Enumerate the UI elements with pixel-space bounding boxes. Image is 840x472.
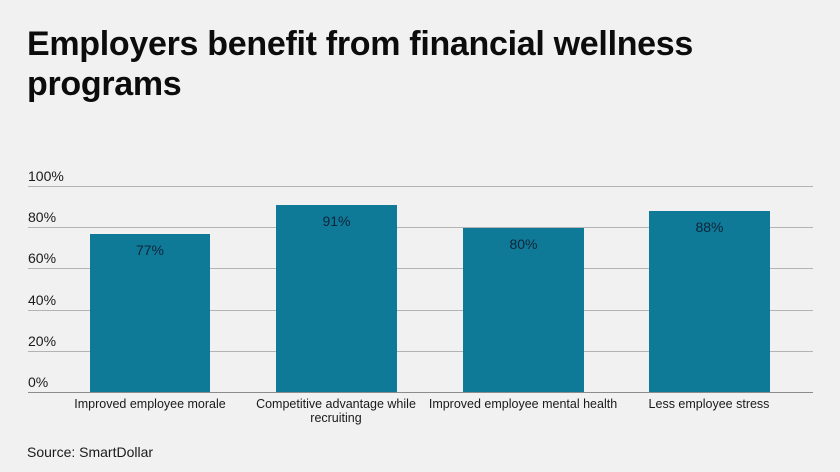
bar-value-label: 80% <box>509 236 538 252</box>
chart-title: Employers benefit from financial wellnes… <box>27 25 694 103</box>
bar-value-label: 77% <box>135 242 165 258</box>
bar-competitive-advantage: 91% <box>276 205 397 392</box>
bar-improved-mental-health: 80% <box>463 228 584 392</box>
gridline-60 <box>28 268 813 269</box>
source-note: Source: SmartDollar <box>27 444 154 460</box>
y-tick-80: 80% <box>28 209 57 225</box>
x-label-competitive-advantage: Competitive advantage while recruiting <box>256 397 416 425</box>
y-tick-60: 60% <box>28 250 57 266</box>
y-tick-0: 0% <box>28 374 49 390</box>
x-label-improved-mental-health: Improved employee mental health <box>428 397 618 411</box>
gridline-20 <box>28 351 813 352</box>
y-tick-20: 20% <box>28 333 57 349</box>
gridline-80 <box>28 227 813 228</box>
bar-value-label: 88% <box>695 219 724 235</box>
x-axis-baseline <box>28 392 813 393</box>
bar-improved-employee-morale: 77% <box>90 234 210 392</box>
x-label-less-employee-stress: Less employee stress <box>648 397 770 411</box>
gridline-40 <box>28 310 813 311</box>
bar-less-employee-stress: 88% <box>649 211 770 392</box>
y-tick-40: 40% <box>28 292 57 308</box>
y-tick-100: 100% <box>28 168 64 184</box>
x-label-improved-employee-morale: Improved employee morale <box>74 397 226 411</box>
bar-value-label: 91% <box>322 213 351 229</box>
gridline-100 <box>28 186 813 187</box>
